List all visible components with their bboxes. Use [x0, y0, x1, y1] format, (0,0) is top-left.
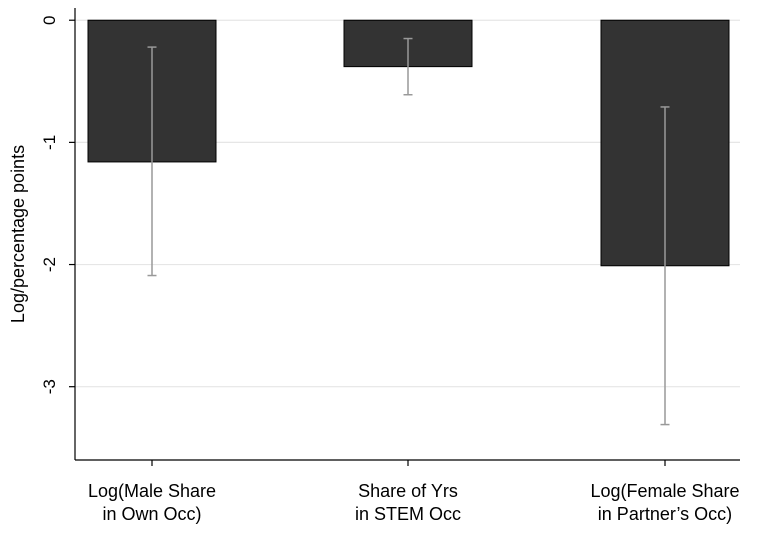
y-tick-label-3: -3	[40, 379, 59, 394]
y-tick-label-0: 0	[40, 15, 59, 24]
y-tick-label-2: -2	[40, 257, 59, 272]
x-tick-label-2-line-0: Log(Female Share	[590, 481, 739, 501]
x-tick-label-2: Log(Female Share in Partner’s Occ)	[590, 481, 739, 524]
x-tick-label-0-line-0: Log(Male Share	[88, 481, 216, 501]
x-tick-label-1-line-0: Share of Yrs	[358, 481, 458, 501]
y-tick-label-1: -1	[40, 135, 59, 150]
x-tick-label-0-line-1: in Own Occ)	[102, 504, 201, 524]
y-axis-title: Log/percentage points	[8, 145, 28, 323]
y-ticks: 0 -1 -2 -3	[40, 15, 75, 394]
error-bars	[147, 37, 670, 426]
x-ticks: Log(Male Share in Own Occ) Share of Yrs in …	[88, 460, 740, 524]
x-tick-label-2-line-1: in Partner’s Occ)	[598, 504, 732, 524]
x-tick-label-1-line-1: in STEM Occ	[355, 504, 461, 524]
x-tick-label-1: Share of Yrs in STEM Occ	[355, 481, 461, 524]
error-bar-0	[147, 46, 157, 277]
x-tick-label-0: Log(Male Share in Own Occ)	[88, 481, 216, 524]
error-bar-2	[660, 106, 670, 426]
error-bar-1	[403, 37, 413, 96]
